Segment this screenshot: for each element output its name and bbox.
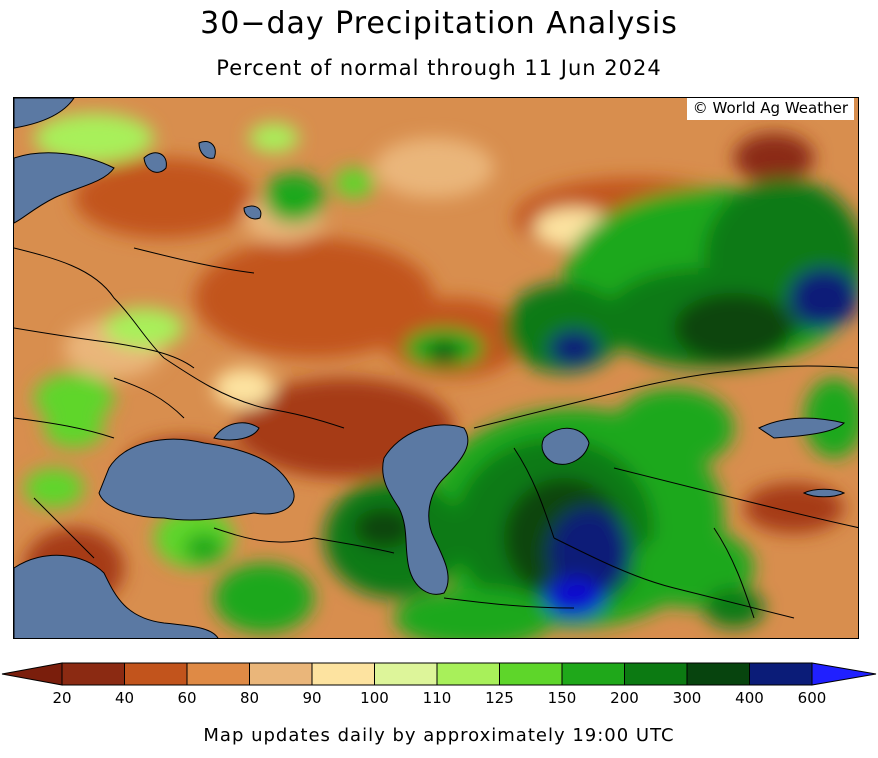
legend-swatch [61, 662, 125, 686]
map-title: 30−day Precipitation Analysis [200, 6, 678, 41]
legend-swatch [624, 662, 688, 686]
lake-balkhash [757, 417, 845, 439]
legend-tick-label: 200 [610, 689, 639, 707]
map-subtitle: Percent of normal through 11 Jun 2024 [216, 56, 662, 80]
caspian-sea [382, 424, 469, 595]
lake-onega [198, 141, 216, 159]
legend-tick-label: 110 [423, 689, 452, 707]
map-canvas [14, 98, 858, 638]
legend-tick-label: 60 [177, 689, 196, 707]
sea-of-azov [213, 422, 260, 441]
legend-swatch [374, 662, 438, 686]
legend-tick-label: 90 [302, 689, 321, 707]
precipitation-map: © World Ag Weather [13, 97, 859, 639]
legend-swatch [249, 662, 313, 686]
country-borders [14, 247, 858, 619]
legend-tick-label: 20 [52, 689, 71, 707]
gulf-of-bothnia [14, 98, 75, 129]
update-note: Map updates daily by approximately 19:00… [203, 725, 675, 746]
legend-swatch [749, 662, 813, 686]
issyk-kul [802, 488, 846, 498]
legend-swatch [561, 662, 625, 686]
legend-boxes [1, 662, 877, 686]
lake-ladoga [143, 152, 167, 173]
legend-tick-label: 400 [735, 689, 764, 707]
legend-swatch [436, 662, 500, 686]
legend-colorbar: 20 40 60 80 90 100 110 125 150 200 300 400 600 [1, 662, 877, 707]
legend-tick-label: 40 [115, 689, 134, 707]
legend-swatch [499, 662, 563, 686]
legend-tick-label: 125 [485, 689, 514, 707]
water-bodies [14, 98, 846, 638]
credit-label: © World Ag Weather [686, 98, 854, 120]
black-sea [98, 438, 295, 521]
aegean-sea [14, 554, 219, 638]
baltic-sea [14, 152, 115, 224]
legend-ticks: 20 40 60 80 90 100 110 125 150 200 300 400 600 [52, 689, 826, 707]
legend-low-arrow [1, 662, 63, 686]
legend-tick-label: 300 [673, 689, 702, 707]
legend-tick-label: 80 [240, 689, 259, 707]
rybinsk-reservoir [243, 205, 262, 220]
legend-tick-label: 150 [548, 689, 577, 707]
legend-swatch [686, 662, 750, 686]
legend-tick-label: 100 [360, 689, 389, 707]
precip-field [24, 113, 858, 638]
legend-tick-label: 600 [798, 689, 827, 707]
legend-swatch [311, 662, 375, 686]
legend-swatch [186, 662, 250, 686]
legend-high-arrow [811, 662, 877, 686]
legend-swatch [124, 662, 188, 686]
aral-sea [541, 427, 590, 465]
